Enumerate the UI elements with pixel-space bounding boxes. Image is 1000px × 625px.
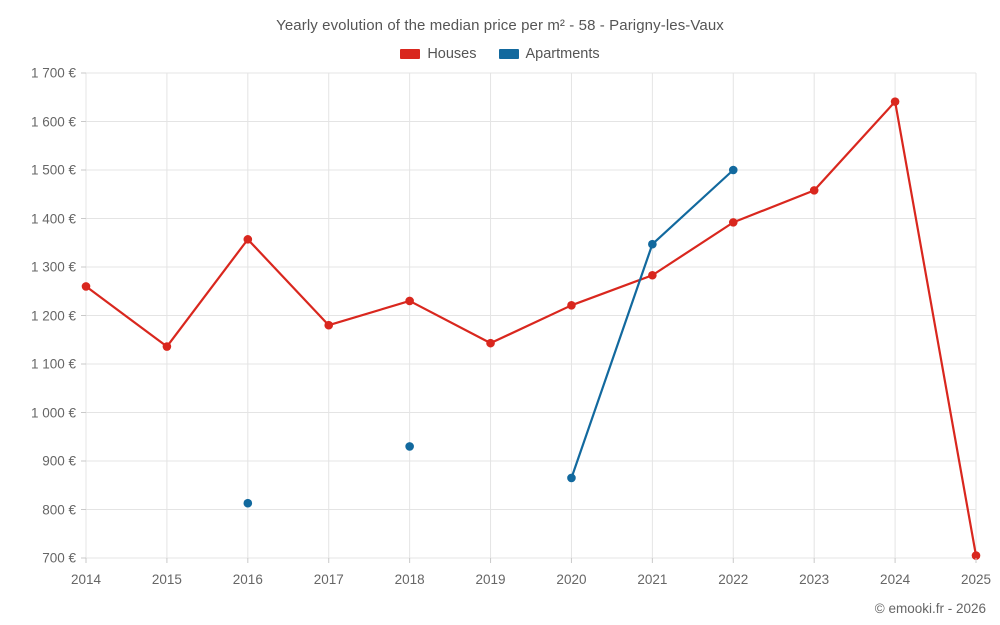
legend-label-apartments: Apartments (525, 46, 600, 62)
credit-text: © emooki.fr - 2026 (874, 601, 986, 616)
y-tick-label: 1 100 € (30, 356, 76, 372)
legend-item-houses[interactable]: Houses (400, 46, 477, 62)
data-point-houses[interactable] (324, 320, 334, 330)
x-tick-label: 2020 (556, 572, 587, 587)
x-tick-label: 2014 (70, 572, 102, 587)
x-tick-label: 2025 (960, 572, 992, 587)
data-point-houses[interactable] (567, 301, 576, 310)
x-tick-label: 2016 (232, 572, 263, 587)
y-tick-label: 800 € (42, 502, 76, 517)
y-tick-label: 1 500 € (30, 162, 76, 178)
y-axis: 1 700 € 1 600 € 1 500 € 1 400 € 1 300 € 1 200… (0, 0, 76, 625)
legend-label-houses: Houses (427, 46, 477, 62)
x-tick-label: 2021 (637, 572, 668, 587)
series-line-houses (84, 100, 978, 557)
y-tick-label: 1 700 € (30, 65, 76, 81)
y-tick-label: 900 € (42, 453, 76, 469)
x-tick-label: 2017 (313, 572, 344, 587)
data-point-houses[interactable] (890, 97, 900, 106)
x-tick-label: 2022 (718, 572, 749, 587)
data-point-houses[interactable] (809, 186, 819, 195)
y-tick-label: 1 000 € (30, 405, 76, 420)
legend-swatch-houses (400, 49, 421, 59)
data-point-houses[interactable] (971, 551, 981, 560)
chart-title: Yearly evolution of the median price per… (276, 17, 724, 34)
x-tick-label: 2023 (799, 572, 830, 587)
data-point-houses[interactable] (486, 338, 495, 348)
x-axis: 2014 2015 2016 2017 2018 2019 2020 2021 2022 2023… (0, 566, 1000, 590)
x-tick-label: 2015 (151, 572, 182, 587)
data-point-apartments[interactable] (728, 165, 738, 175)
data-point-apartments[interactable] (648, 239, 657, 249)
y-tick-label: 1 200 € (30, 308, 76, 323)
data-point-houses[interactable] (405, 296, 414, 306)
data-point-houses[interactable] (162, 342, 172, 351)
data-point-houses[interactable] (81, 282, 91, 291)
y-tick-label: 1 400 € (30, 211, 76, 226)
data-point-houses[interactable] (728, 218, 738, 227)
data-point-houses[interactable] (648, 270, 657, 280)
x-tick-label: 2019 (475, 572, 506, 587)
legend-swatch-apartments (498, 49, 519, 59)
data-point-apartments[interactable] (405, 442, 414, 451)
x-tick-label: 2018 (394, 572, 425, 587)
legend-item-apartments[interactable]: Apartments (498, 46, 600, 62)
y-tick-label: 1 300 € (30, 259, 76, 275)
data-point-apartments[interactable] (243, 498, 253, 508)
data-point-apartments[interactable] (567, 473, 576, 483)
x-tick-label: 2024 (880, 572, 911, 587)
y-tick-label: 1 600 € (30, 114, 76, 129)
data-point-houses[interactable] (243, 235, 253, 244)
y-tick-label: 700 € (42, 550, 76, 566)
chart-legend: Houses Apartments (0, 46, 1000, 62)
